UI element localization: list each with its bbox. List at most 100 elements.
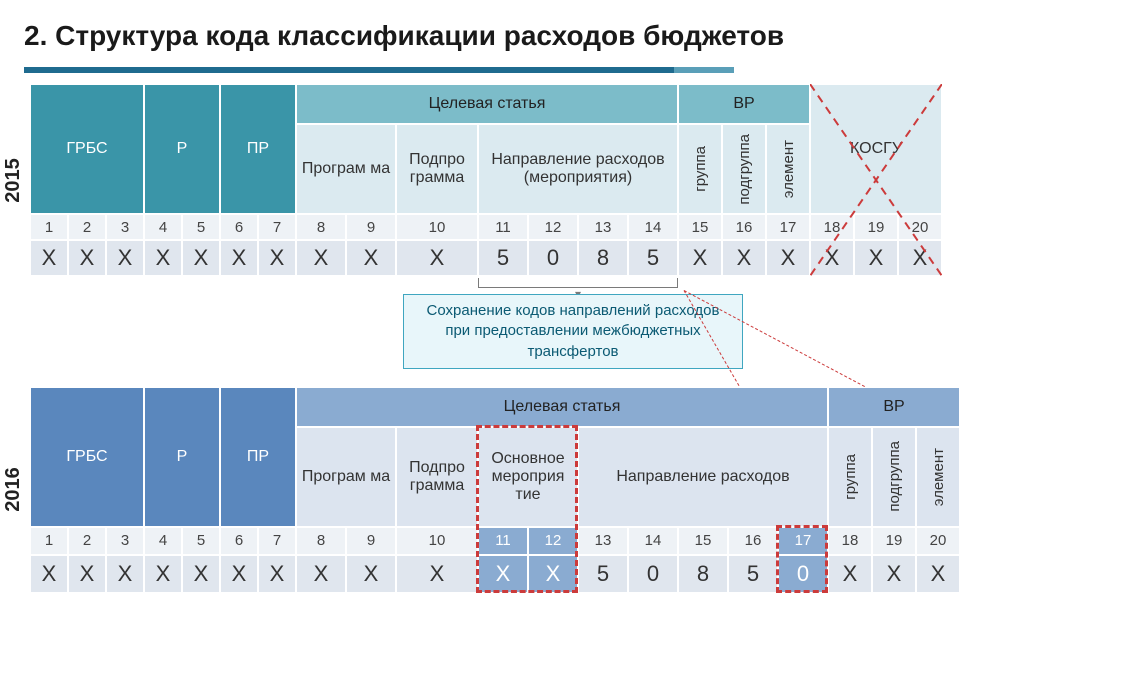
table-cell: 2 xyxy=(68,527,106,555)
table-cell: X xyxy=(396,240,478,276)
table-cell: Целевая статья xyxy=(296,387,828,427)
table-cell: X xyxy=(872,555,916,593)
table-cell: 12 xyxy=(528,527,578,555)
table-cell: 8 xyxy=(296,214,346,240)
table-cell: Р xyxy=(144,387,220,527)
table-cell: X xyxy=(810,240,854,276)
table-cell: подгруппа xyxy=(872,427,916,527)
table-cell: 3 xyxy=(106,527,144,555)
table-cell: X xyxy=(68,555,106,593)
table-cell: X xyxy=(528,555,578,593)
table-cell: 11 xyxy=(478,214,528,240)
table-cell: X xyxy=(916,555,960,593)
table-cell: 20 xyxy=(898,214,942,240)
table-cell: X xyxy=(346,555,396,593)
table-cell: 10 xyxy=(396,527,478,555)
table-cell: 8 xyxy=(578,240,628,276)
table-cell: Основное мероприя тие xyxy=(478,427,578,527)
table-cell: ПР xyxy=(220,387,296,527)
table-cell: элемент xyxy=(916,427,960,527)
title-underline xyxy=(24,60,1122,66)
table-cell: X xyxy=(182,240,220,276)
table-cell: 13 xyxy=(578,214,628,240)
table-cell: X xyxy=(766,240,810,276)
table-cell: 6 xyxy=(220,527,258,555)
table-cell: ГРБС xyxy=(30,84,144,214)
table-cell: X xyxy=(722,240,766,276)
table-cell: Направление расходов (мероприятия) xyxy=(478,124,678,214)
table-cell: 4 xyxy=(144,214,182,240)
table-cell: Целевая статья xyxy=(296,84,678,124)
table-cell: ПР xyxy=(220,84,296,214)
table-cell: подгруппа xyxy=(722,124,766,214)
table-cell: 0 xyxy=(528,240,578,276)
table-cell: 14 xyxy=(628,214,678,240)
table-cell: 5 xyxy=(578,555,628,593)
table-cell: 8 xyxy=(678,555,728,593)
table-cell: КОСГУ xyxy=(810,84,942,214)
table-cell: Р xyxy=(144,84,220,214)
table-cell: X xyxy=(106,240,144,276)
table-cell: X xyxy=(30,555,68,593)
table-cell: 6 xyxy=(220,214,258,240)
table-cell: X xyxy=(30,240,68,276)
table-cell: X xyxy=(220,240,258,276)
table-cell: 9 xyxy=(346,214,396,240)
block-2015: 2015 ГРБСРПРЦелевая статьяПрограм маПодп… xyxy=(24,84,1122,276)
table-cell: 19 xyxy=(872,527,916,555)
table-cell: 7 xyxy=(258,527,296,555)
table-cell: X xyxy=(478,555,528,593)
table-cell: 3 xyxy=(106,214,144,240)
table-cell: 7 xyxy=(258,214,296,240)
table-cell: 8 xyxy=(296,527,346,555)
table-cell: Програм ма xyxy=(296,427,396,527)
table-cell: ВР xyxy=(678,84,810,124)
year-label-2015: 2015 xyxy=(2,84,24,276)
table-cell: 11 xyxy=(478,527,528,555)
table-cell: X xyxy=(258,555,296,593)
table-cell: X xyxy=(144,240,182,276)
table-cell: X xyxy=(396,555,478,593)
table-cell: X xyxy=(106,555,144,593)
table-cell: 12 xyxy=(528,214,578,240)
table-cell: ГРБС xyxy=(30,387,144,527)
table-cell: Направление расходов xyxy=(578,427,828,527)
table-cell: 9 xyxy=(346,527,396,555)
table-cell: X xyxy=(346,240,396,276)
table-cell: 17 xyxy=(766,214,810,240)
table-cell: 15 xyxy=(678,527,728,555)
table-cell: 17 xyxy=(778,527,828,555)
table-cell: 1 xyxy=(30,527,68,555)
table-cell: X xyxy=(854,240,898,276)
table-cell: X xyxy=(898,240,942,276)
table-cell: X xyxy=(68,240,106,276)
table-cell: 5 xyxy=(478,240,528,276)
bracket-icon xyxy=(478,278,678,288)
table-cell: 5 xyxy=(728,555,778,593)
block-2016: 2016 ГРБСРПРЦелевая статьяПрограм маПодп… xyxy=(24,387,1122,593)
table-cell: 10 xyxy=(396,214,478,240)
table-cell: Подпро грамма xyxy=(396,427,478,527)
table-cell: X xyxy=(220,555,258,593)
table-cell: ВР xyxy=(828,387,960,427)
table-cell: Подпро грамма xyxy=(396,124,478,214)
page-title: 2. Структура кода классификации расходов… xyxy=(24,20,1122,52)
table-cell: 4 xyxy=(144,527,182,555)
year-label-2016: 2016 xyxy=(2,387,24,593)
table-cell: 1 xyxy=(30,214,68,240)
table-cell: 19 xyxy=(854,214,898,240)
table-cell: X xyxy=(828,555,872,593)
table-cell: 20 xyxy=(916,527,960,555)
table-cell: 18 xyxy=(810,214,854,240)
table-cell: 15 xyxy=(678,214,722,240)
table-cell: X xyxy=(296,555,346,593)
table-cell: элемент xyxy=(766,124,810,214)
table-cell: группа xyxy=(678,124,722,214)
table-cell: 14 xyxy=(628,527,678,555)
table-cell: X xyxy=(678,240,722,276)
table-cell: X xyxy=(296,240,346,276)
table-cell: X xyxy=(182,555,220,593)
table-cell: 0 xyxy=(628,555,678,593)
table-cell: 13 xyxy=(578,527,628,555)
table-cell: 5 xyxy=(182,214,220,240)
